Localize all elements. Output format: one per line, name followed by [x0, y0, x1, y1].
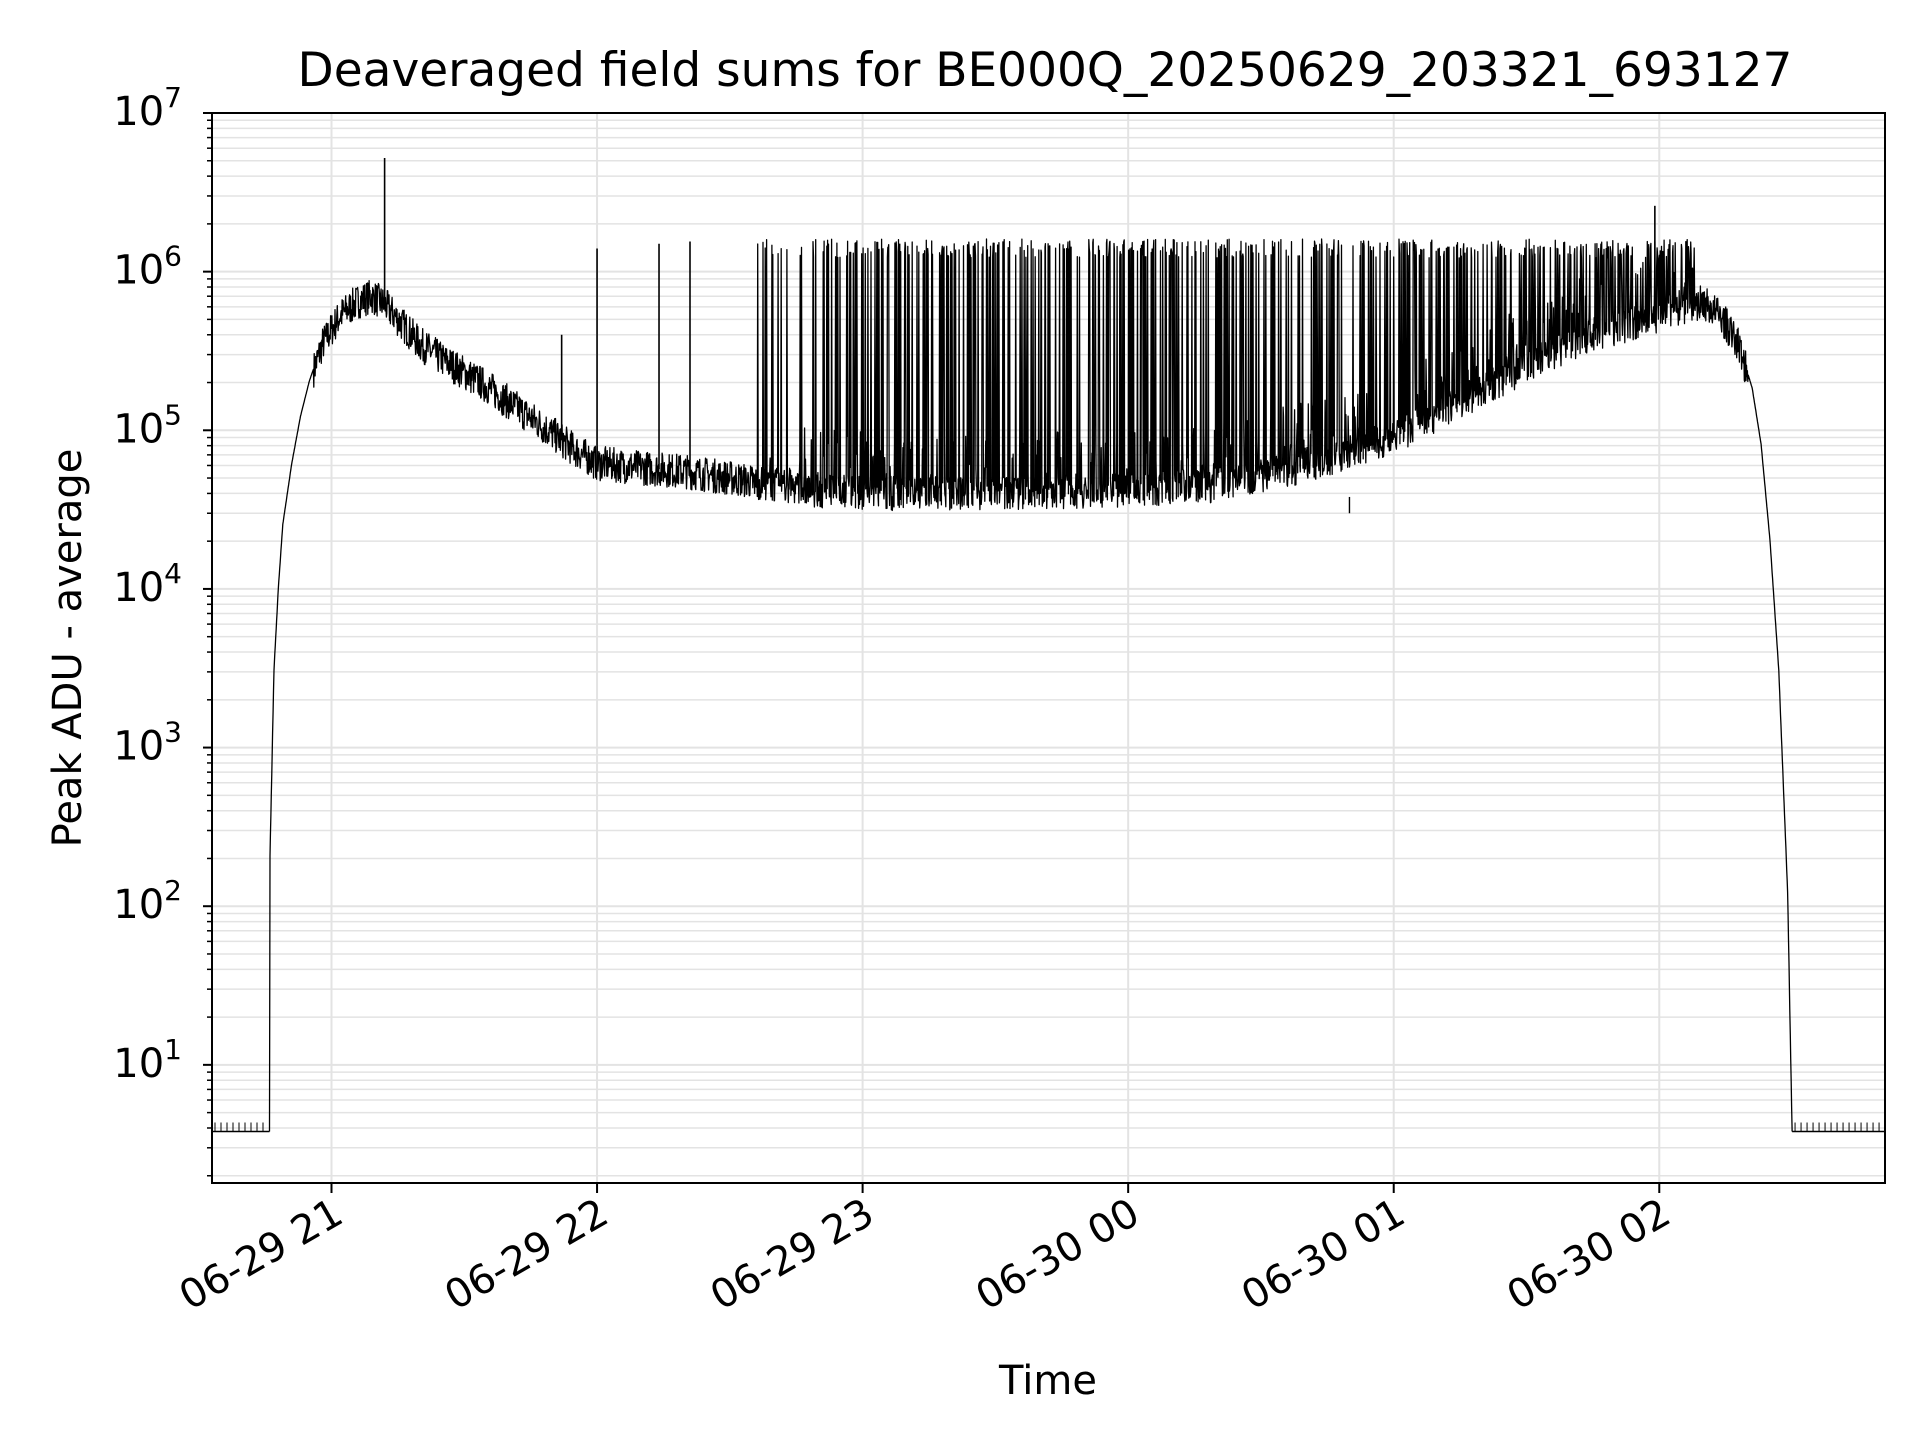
- chart-title: Deaveraged field sums for BE000Q_2025062…: [298, 43, 1793, 98]
- y-tick-label: 103: [113, 716, 182, 770]
- y-tick-label: 102: [113, 874, 182, 928]
- x-axis-label: Time: [998, 1358, 1097, 1404]
- data-line: [268, 238, 1793, 1132]
- data-series: [212, 158, 1885, 1133]
- y-tick-label: 105: [113, 398, 182, 452]
- y-axis-label: Peak ADU - average: [45, 449, 91, 848]
- plot-frame: [211, 112, 1886, 1184]
- y-tick-label: 107: [113, 81, 182, 135]
- y-tick-label: 104: [113, 557, 182, 611]
- y-tick-label: 101: [113, 1033, 182, 1087]
- y-tick-label: 106: [113, 240, 182, 294]
